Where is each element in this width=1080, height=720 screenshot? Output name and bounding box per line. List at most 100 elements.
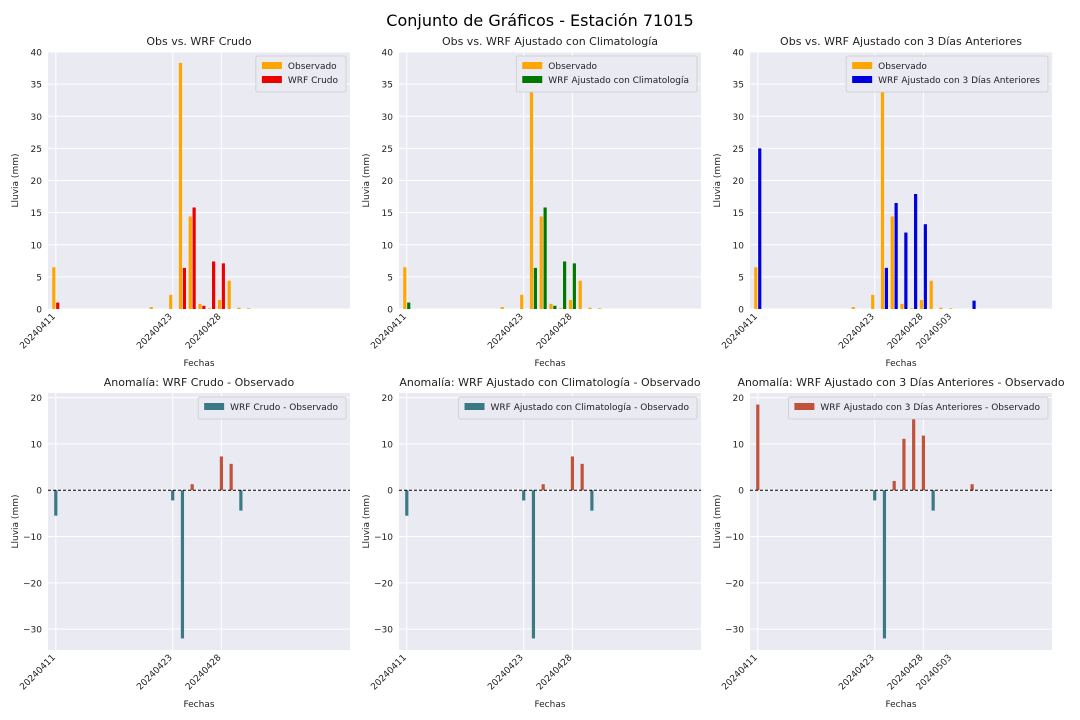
y-tick-label: 40 [382,49,394,59]
bar [970,484,974,491]
y-tick-label: −20 [725,579,744,589]
bar [851,307,855,309]
y-tick-label: 10 [733,241,745,251]
y-axis-label: Lluvia (mm) [11,154,21,208]
bar [758,148,762,309]
bar [894,202,898,309]
bar [169,294,173,309]
bar [227,280,231,309]
bar [910,308,914,309]
bar [902,438,906,491]
legend-box [845,55,1049,93]
bar [892,480,896,491]
y-tick-label: 10 [31,440,43,450]
y-tick-label: −20 [374,579,393,589]
bar [939,307,943,309]
bar [171,490,175,501]
bar [972,300,976,309]
y-tick-label: 5 [36,273,42,283]
legend-label: WRF Ajustado con 3 Días Anteriores - Obs… [820,403,1040,413]
bar [247,308,251,309]
x-tick-label: 20240423 [135,312,174,351]
legend-label: WRF Ajustado con Climatología [548,76,689,86]
y-tick-label: 20 [31,177,43,187]
x-axis-label: Fechas [534,359,565,369]
bar [212,261,216,309]
y-tick-label: 15 [31,209,42,219]
bar [754,267,758,309]
bar [188,216,192,309]
panel-title: Obs vs. WRF Ajustado con Climatología [442,35,658,48]
y-tick-label: 5 [738,273,744,283]
bar [871,294,875,309]
bar [570,456,575,491]
bar [588,307,592,309]
bar [531,490,536,639]
legend: Observado WRF Ajustado con 3 Días Anterio… [845,55,1049,93]
legend: Observado WRF Ajustado con Climatología [515,55,698,93]
y-tick-label: 35 [733,81,744,91]
x-axis-label: Fechas [885,359,916,369]
legend-swatch [852,62,873,69]
legend-label: WRF Crudo - Observado [230,403,338,413]
legend-swatch [261,62,282,69]
y-tick-label: 25 [733,145,744,155]
bar [873,490,877,501]
plot-area [750,393,1052,650]
legend-box [515,55,698,93]
x-tick-label: 20240428 [535,653,575,693]
x-axis-label: Fechas [183,359,214,369]
bar [239,490,243,511]
y-tick-label: −30 [23,626,42,636]
x-tick-label: 20240411 [18,312,57,351]
y-tick-label: 15 [382,209,393,219]
bar [500,307,504,309]
bar [149,307,153,309]
bar [533,267,537,309]
y-tick-label: 20 [31,394,43,404]
y-tick-label: 20 [382,177,394,187]
y-tick-label: 10 [733,440,745,450]
legend-label: WRF Ajustado con 3 Días Anteriores [878,76,1040,86]
bar [559,308,563,309]
bar [520,294,524,309]
legend-swatch [852,76,873,83]
legend-box [458,396,698,420]
bar [919,300,924,309]
y-tick-label: 0 [387,306,393,316]
panel-title: Obs vs. WRF Crudo [146,35,252,48]
x-tick-label: 20240423 [486,653,525,692]
y-tick-label: 30 [733,113,745,123]
bar [237,307,241,309]
x-axis-label: Fechas [183,700,214,710]
bar [180,490,185,639]
bar [221,263,225,309]
panel-title: Anomalía: WRF Crudo - Observado [104,376,295,389]
y-tick-label: 30 [382,113,394,123]
legend-swatch [204,403,225,410]
legend-label: WRF Ajustado con Climatología - Observad… [491,403,690,413]
chart-panel-5: −30−20−100102020240411202404232024042820… [362,376,701,710]
y-tick-label: −10 [374,533,393,543]
bar [407,302,411,309]
bar [904,232,908,309]
y-tick-label: 0 [738,487,744,497]
y-tick-label: −30 [374,626,393,636]
legend: WRF Ajustado con 3 Días Anteriores - Obs… [788,396,1049,420]
bar [543,207,547,309]
bar [553,305,557,309]
legend-label: Observado [878,62,927,72]
bar [52,267,56,309]
bar [549,303,553,309]
y-tick-label: 10 [31,241,43,251]
y-tick-label: −20 [23,579,42,589]
y-tick-label: 30 [31,113,43,123]
panel-title: Anomalía: WRF Ajustado con Climatología … [399,376,701,389]
y-tick-label: −10 [725,533,744,543]
bar [580,463,584,491]
bar [219,456,224,491]
plot-area [399,393,701,650]
y-tick-label: 40 [31,49,43,59]
bar [880,62,885,309]
bar [529,62,534,309]
